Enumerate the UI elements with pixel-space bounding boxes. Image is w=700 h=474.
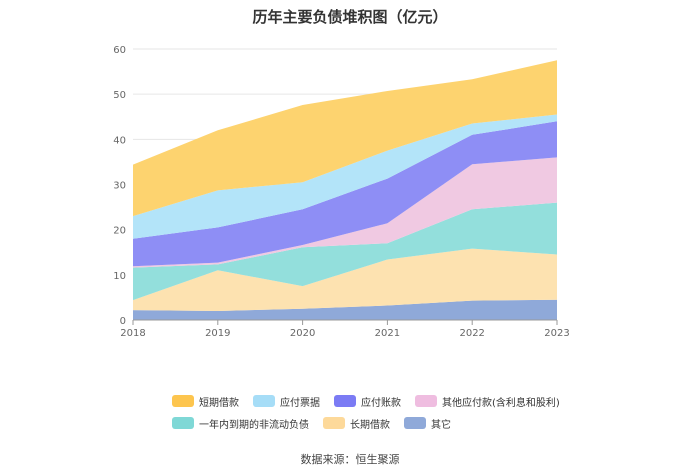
legend-item[interactable]: 应付账款	[334, 394, 401, 409]
legend-label: 应付账款	[361, 397, 401, 409]
y-tick-label: 50	[113, 90, 126, 101]
x-tick-label: 2022	[459, 328, 484, 339]
x-tick-label: 2023	[544, 328, 569, 339]
y-tick-label: 0	[120, 316, 126, 327]
legend-swatch	[253, 395, 275, 407]
legend-label: 一年内到期的非流动负债	[199, 419, 309, 431]
legend-swatch	[334, 395, 356, 407]
legend-label: 长期借款	[350, 419, 390, 431]
legend-swatch	[415, 395, 437, 407]
legend-item[interactable]: 其它	[404, 416, 451, 431]
x-tick-label: 2021	[375, 328, 400, 339]
x-tick-label: 2019	[205, 328, 230, 339]
legend-item[interactable]: 长期借款	[323, 416, 390, 431]
area-series	[133, 299, 557, 320]
legend-item[interactable]: 其他应付款(含利息和股利)	[415, 394, 560, 409]
x-tick-label: 2018	[120, 328, 145, 339]
y-tick-label: 60	[113, 45, 126, 56]
x-tick-label: 2020	[290, 328, 315, 339]
y-tick-label: 20	[113, 226, 126, 237]
area-series	[133, 121, 557, 267]
chart-legend: 短期借款 应付票据 应付账款 其他应付款(含利息和股利) 一年内到期的非流动负债 长期借…	[172, 390, 572, 434]
legend-item[interactable]: 应付票据	[253, 394, 320, 409]
legend-label: 应付票据	[280, 397, 320, 409]
legend-label: 其他应付款(含利息和股利)	[442, 397, 560, 409]
legend-swatch	[404, 417, 426, 429]
legend-row: 一年内到期的非流动负债 长期借款 其它	[172, 412, 572, 434]
area-series	[133, 157, 557, 268]
legend-item[interactable]: 短期借款	[172, 394, 239, 409]
data-source-note: 数据来源：恒生聚源	[300, 453, 400, 466]
y-tick-label: 10	[113, 271, 126, 282]
chart-title: 历年主要负债堆积图（亿元）	[252, 8, 448, 26]
y-tick-label: 30	[113, 181, 126, 192]
y-tick-label: 40	[113, 135, 126, 146]
legend-label: 短期借款	[199, 397, 239, 409]
legend-swatch	[172, 417, 194, 429]
area-series	[133, 114, 557, 239]
area-series	[133, 202, 557, 301]
legend-swatch	[172, 395, 194, 407]
legend-item[interactable]: 一年内到期的非流动负债	[172, 416, 309, 431]
area-series	[133, 248, 557, 311]
area-series	[133, 60, 557, 217]
legend-row: 短期借款 应付票据 应付账款 其他应付款(含利息和股利)	[172, 390, 572, 412]
legend-swatch	[323, 417, 345, 429]
legend-label: 其它	[431, 419, 451, 431]
